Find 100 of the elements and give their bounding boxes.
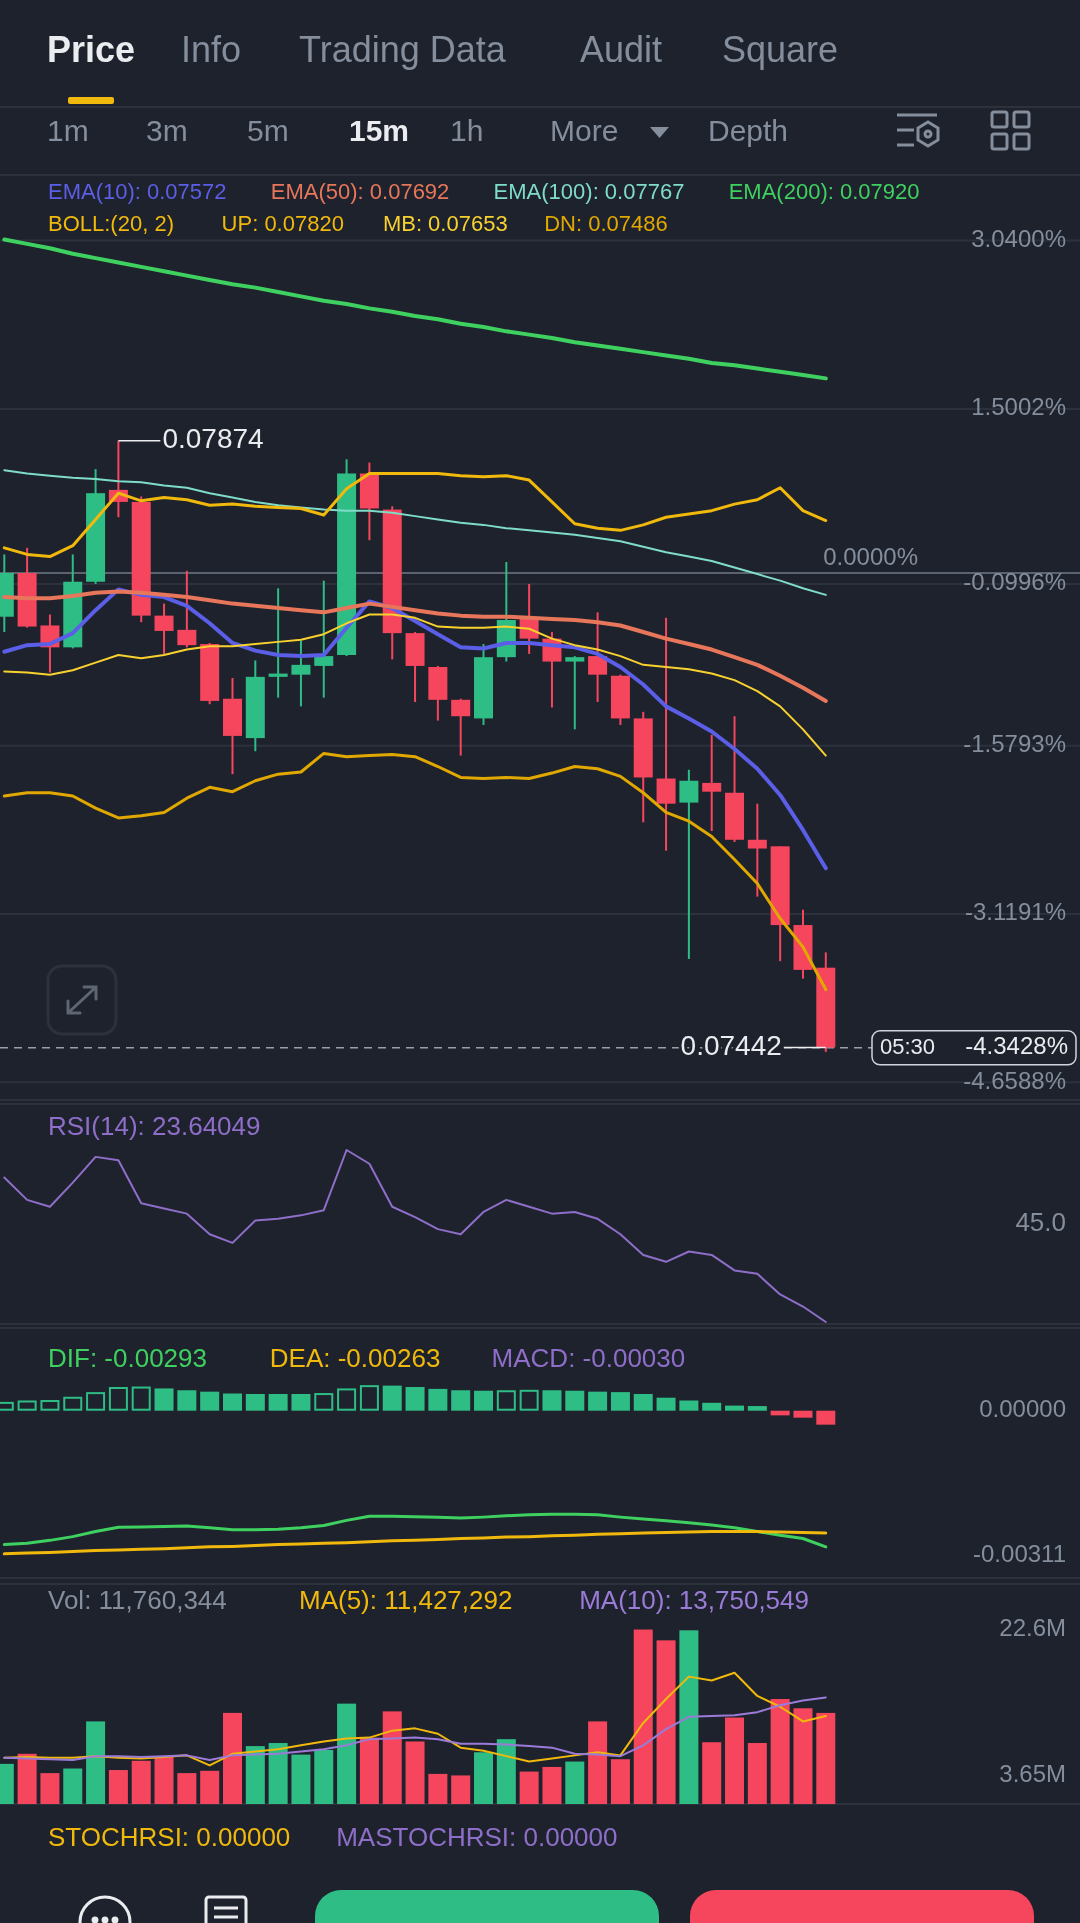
text: MA(5): 11,427,292 [299, 1584, 513, 1615]
bar [816, 1712, 836, 1804]
candlestick [268, 587, 288, 699]
bar [86, 1392, 106, 1411]
text: Info [181, 28, 242, 70]
y-tick-label: -4.6588% [963, 1066, 1066, 1094]
bar [382, 1385, 402, 1411]
candlestick [314, 579, 334, 699]
y-tick-label: 22.6M [999, 1613, 1066, 1641]
text: Square [722, 28, 839, 70]
bar [108, 1387, 128, 1411]
series-label: RSI(14): 23.64049 [48, 1110, 261, 1141]
bar [702, 1742, 722, 1804]
bar [656, 1640, 676, 1804]
series-label: MACD: -0.00030 [491, 1342, 686, 1373]
bar [40, 1773, 60, 1804]
bar [177, 1390, 197, 1411]
bar [793, 1410, 813, 1418]
bar [474, 1752, 494, 1804]
bar [63, 1768, 83, 1804]
bar [314, 1393, 334, 1411]
legend-title: BOLL:(20, 2) [48, 210, 174, 236]
text: DIF: -0.00293 [48, 1342, 207, 1373]
bar [359, 1385, 379, 1411]
text: DEA: -0.00263 [269, 1342, 441, 1373]
text: EMA(200): 0.07920 [728, 178, 920, 204]
bar [405, 1387, 425, 1411]
ref-line-label: -4.3428% [965, 1032, 1068, 1060]
y-tick-label: -0.0996% [963, 568, 1066, 596]
bar [816, 1410, 836, 1425]
bar [17, 1753, 37, 1804]
bar [314, 1749, 334, 1804]
y-tick-label: -0.00311 [973, 1539, 1066, 1567]
text: 5m [247, 113, 289, 147]
bar [747, 1743, 767, 1804]
text: Depth [708, 113, 789, 147]
y-tick-label: 3.65M [999, 1760, 1066, 1788]
bar [679, 1400, 699, 1411]
text: MASTOCHRSI: 0.00000 [336, 1821, 618, 1852]
bar [268, 1743, 288, 1804]
candlestick [679, 768, 699, 960]
y-tick-label: 0.00000 [979, 1395, 1066, 1423]
text: 3m [146, 113, 188, 147]
bar [200, 1770, 220, 1804]
bar [770, 1699, 790, 1804]
bar [40, 1400, 60, 1411]
bar [222, 1393, 242, 1411]
bar [633, 1629, 653, 1804]
candlestick [291, 639, 311, 708]
bar [725, 1405, 745, 1411]
bar [496, 1390, 516, 1411]
y-tick-label: -1.5793% [963, 730, 1066, 758]
bar [588, 1391, 608, 1411]
bar [793, 1708, 813, 1804]
line-series [2, 237, 828, 381]
bar [428, 1388, 448, 1411]
bar [245, 1746, 265, 1804]
text: More [550, 113, 619, 147]
bar [519, 1389, 539, 1411]
bar [131, 1386, 151, 1411]
bar [200, 1391, 220, 1411]
bar [451, 1775, 471, 1804]
text: 45.0 [1015, 1206, 1066, 1237]
bar [610, 1392, 630, 1411]
bar [496, 1739, 516, 1804]
annotation: Vol: 11,760,344 [48, 1584, 227, 1615]
line-series [2, 589, 828, 703]
bar [337, 1703, 357, 1804]
annotation: 0.07874 [162, 423, 264, 455]
y-tick-label: 3.0400% [971, 224, 1066, 252]
text: 15m [349, 113, 410, 147]
bar [154, 1388, 174, 1411]
line-series [3, 1696, 827, 1761]
bar [108, 1770, 128, 1804]
bar [702, 1402, 722, 1411]
bar [177, 1773, 197, 1804]
bar [17, 1400, 37, 1411]
candlestick [154, 602, 174, 655]
y-tick-label: 1.5002% [971, 393, 1066, 421]
bar [154, 1756, 174, 1804]
bar [291, 1754, 311, 1804]
text: DN: 0.07486 [544, 210, 668, 236]
bar [451, 1390, 471, 1411]
text: EMA(10): 0.07572 [48, 178, 227, 204]
text: EMA(50): 0.07692 [270, 178, 450, 204]
text: Trading Data [299, 28, 507, 70]
candlestick [747, 802, 767, 898]
bar [222, 1712, 242, 1804]
bar [679, 1630, 699, 1804]
bar [428, 1773, 448, 1804]
bar [337, 1388, 357, 1411]
bar [86, 1721, 106, 1804]
bar [268, 1393, 288, 1411]
bar [542, 1390, 562, 1411]
bar [588, 1721, 608, 1804]
bar [656, 1397, 676, 1411]
line-series [3, 613, 827, 757]
bar [725, 1717, 745, 1804]
candlestick [177, 569, 197, 649]
bar [633, 1393, 653, 1411]
